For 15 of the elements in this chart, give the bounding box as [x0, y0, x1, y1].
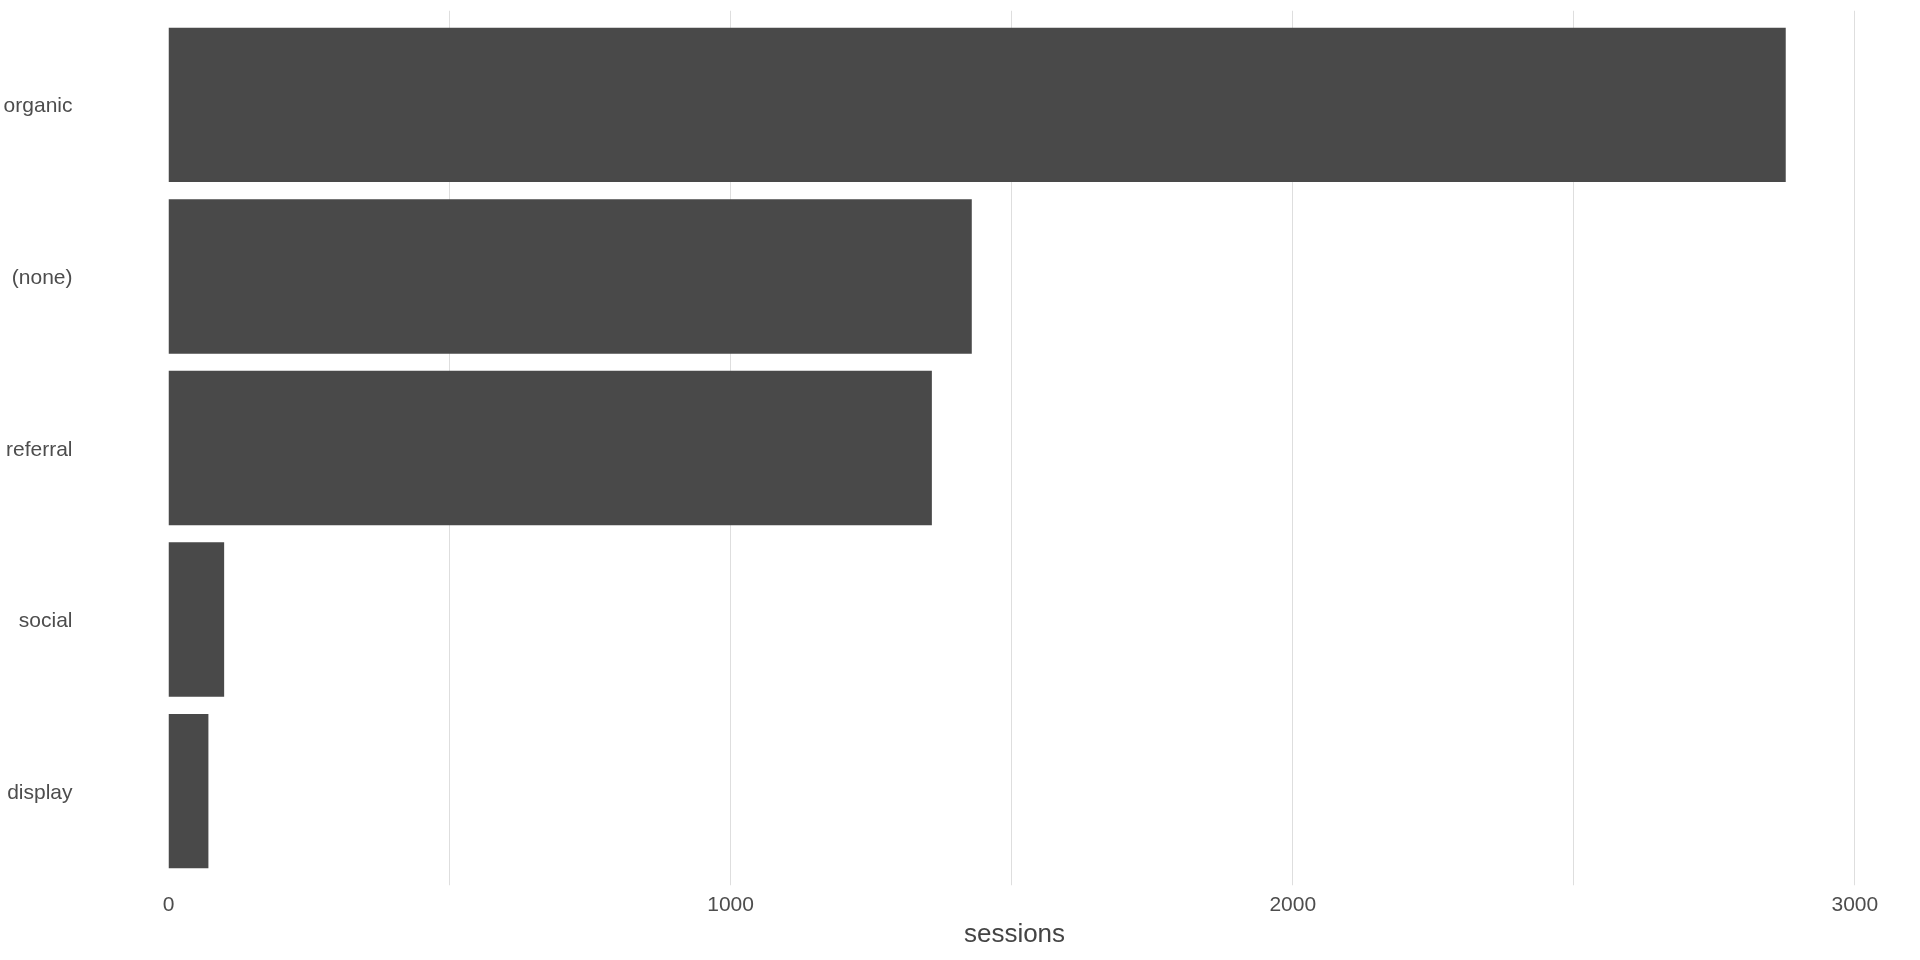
y-tick-label: (none) — [11, 264, 73, 288]
bar — [168, 370, 932, 526]
x-tick-label: 3000 — [1831, 891, 1879, 915]
x-tick-label: 2000 — [1269, 891, 1317, 915]
y-tick-label: referral — [5, 436, 73, 460]
y-tick-label: display — [7, 779, 73, 803]
bar — [168, 199, 972, 354]
x-tick-label: 0 — [162, 891, 175, 915]
bar — [168, 542, 225, 697]
x-axis-title: sessions — [963, 917, 1066, 948]
x-tick-label: 1000 — [707, 891, 754, 915]
y-tick-label: social — [18, 608, 73, 632]
y-tick-label: organic — [3, 93, 73, 117]
bar — [168, 27, 1786, 183]
bar — [168, 713, 209, 869]
